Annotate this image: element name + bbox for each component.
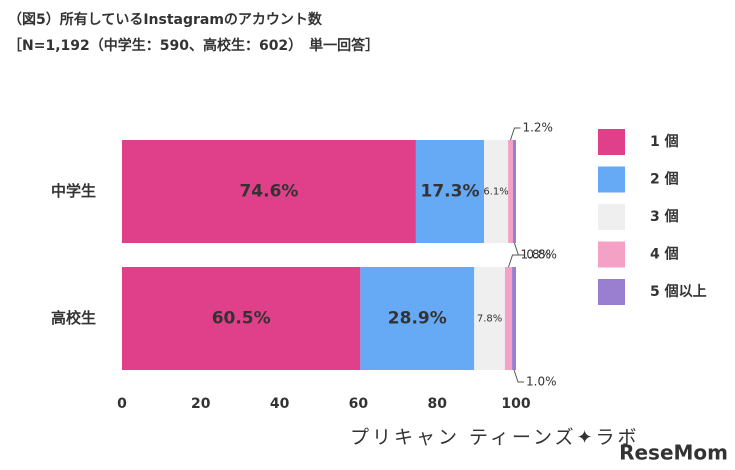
leader-line: [513, 369, 525, 383]
bar-segment: [512, 140, 516, 243]
data-label: 74.6%: [239, 182, 298, 202]
legend-swatch: [598, 204, 625, 230]
data-label: 0.8%: [526, 248, 557, 262]
x-tick-label: 80: [427, 396, 447, 412]
bar-segment: [122, 267, 361, 370]
data-label: 1.2%: [522, 121, 553, 135]
bar-segment: [474, 267, 505, 370]
leader-line: [510, 127, 521, 141]
data-label: 6.1%: [483, 187, 508, 198]
data-label: 60.5%: [212, 309, 271, 329]
legend-label: 3 個: [650, 208, 679, 225]
x-tick-label: 40: [270, 396, 290, 412]
legend-swatch: [598, 241, 625, 268]
legend-swatch: [598, 166, 625, 193]
data-label: 17.3%: [421, 182, 480, 202]
chart-title: （図5）所有しているInstagramのアカウント数: [8, 11, 323, 28]
legend-label: 4 個: [650, 246, 679, 263]
bar-segment: [504, 267, 513, 370]
legend-label: 2 個: [650, 171, 679, 188]
bar-segment: [512, 267, 516, 370]
bar-segment: [508, 140, 513, 243]
bar-segment: [484, 140, 509, 243]
x-tick-label: 0: [117, 396, 127, 412]
x-tick-label: 60: [349, 396, 369, 412]
y-tick-label: 高校生: [51, 309, 96, 327]
bar-segment: [415, 140, 485, 243]
y-tick-label: 中学生: [51, 182, 96, 200]
data-label: 7.8%: [477, 314, 502, 325]
data-label: 1.8%: [521, 248, 552, 262]
brand-logo: プリキャン ティーンズ✦ラボ: [350, 427, 640, 449]
bar-segment: [122, 140, 416, 243]
bar-segment: [360, 267, 475, 370]
legend-label: 1 個: [650, 133, 679, 150]
x-tick-label: 100: [501, 396, 530, 412]
data-label: 1.0%: [526, 375, 557, 389]
watermark: ReseMom: [619, 441, 728, 465]
chart-subtitle: ［N=1,192（中学生：590、高校生：602） 単一回答］: [8, 37, 379, 54]
leader-line: [508, 254, 519, 268]
legend-swatch: [598, 279, 625, 305]
data-label: 28.9%: [388, 309, 447, 329]
legend-swatch: [598, 129, 625, 155]
x-tick-label: 20: [191, 396, 211, 412]
legend-label: 5 個以上: [650, 283, 707, 300]
